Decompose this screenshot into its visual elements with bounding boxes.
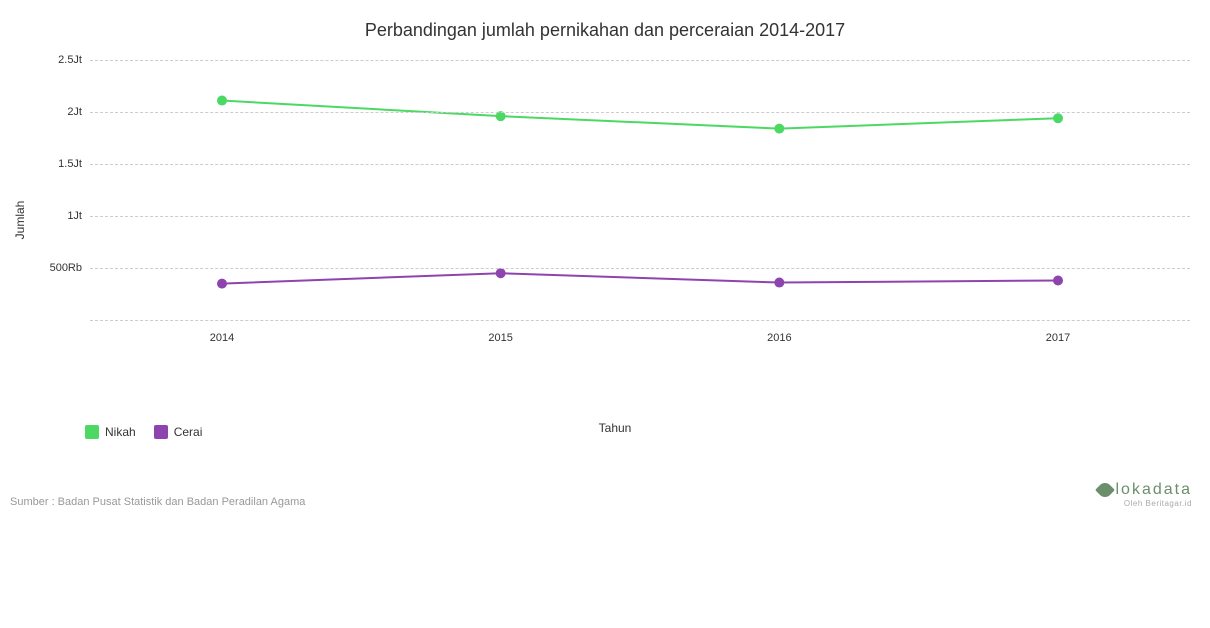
data-point [496,268,506,278]
data-point [1053,113,1063,123]
legend-swatch [85,425,99,439]
grid-line [90,60,1190,61]
leaf-icon [1095,480,1115,500]
chart-area: Jumlah 500Rb1Jt1.5Jt2Jt2.5Jt201420152016… [40,60,1190,380]
grid-line [90,164,1190,165]
plot-area: 500Rb1Jt1.5Jt2Jt2.5Jt2014201520162017 [90,60,1190,320]
x-tick-label: 2015 [488,332,512,344]
data-point [217,279,227,289]
brand-logo: lokadata Oleh Beritagar.id [1098,481,1193,508]
y-tick-label: 2Jt [67,106,82,118]
data-point [217,96,227,106]
y-tick-label: 500Rb [50,262,82,274]
y-axis-label: Jumlah [13,201,27,240]
source-text: Sumber : Badan Pusat Statistik dan Badan… [10,496,305,508]
y-tick-label: 2.5Jt [58,54,82,66]
legend-label: Cerai [174,425,203,439]
chart-lines-svg [90,60,1190,320]
x-tick-label: 2014 [210,332,234,344]
grid-line [90,112,1190,113]
legend: Nikah Cerai [85,425,202,439]
chart-title: Perbandingan jumlah pernikahan dan perce… [0,0,1210,51]
series-line [222,101,1058,129]
grid-line [90,320,1190,321]
grid-line [90,268,1190,269]
series-line [222,273,1058,283]
legend-item: Nikah [85,425,136,439]
data-point [774,278,784,288]
data-point [1053,275,1063,285]
x-tick-label: 2017 [1046,332,1070,344]
grid-line [90,216,1190,217]
brand-subtitle: Oleh Beritagar.id [1098,499,1193,508]
x-tick-label: 2016 [767,332,791,344]
y-tick-label: 1Jt [67,210,82,222]
legend-swatch [154,425,168,439]
data-point [774,124,784,134]
x-axis-label: Tahun [599,421,632,435]
y-tick-label: 1.5Jt [58,158,82,170]
brand-text: lokadata [1116,481,1193,498]
legend-label: Nikah [105,425,136,439]
legend-item: Cerai [154,425,203,439]
brand-name: lokadata [1098,481,1193,499]
